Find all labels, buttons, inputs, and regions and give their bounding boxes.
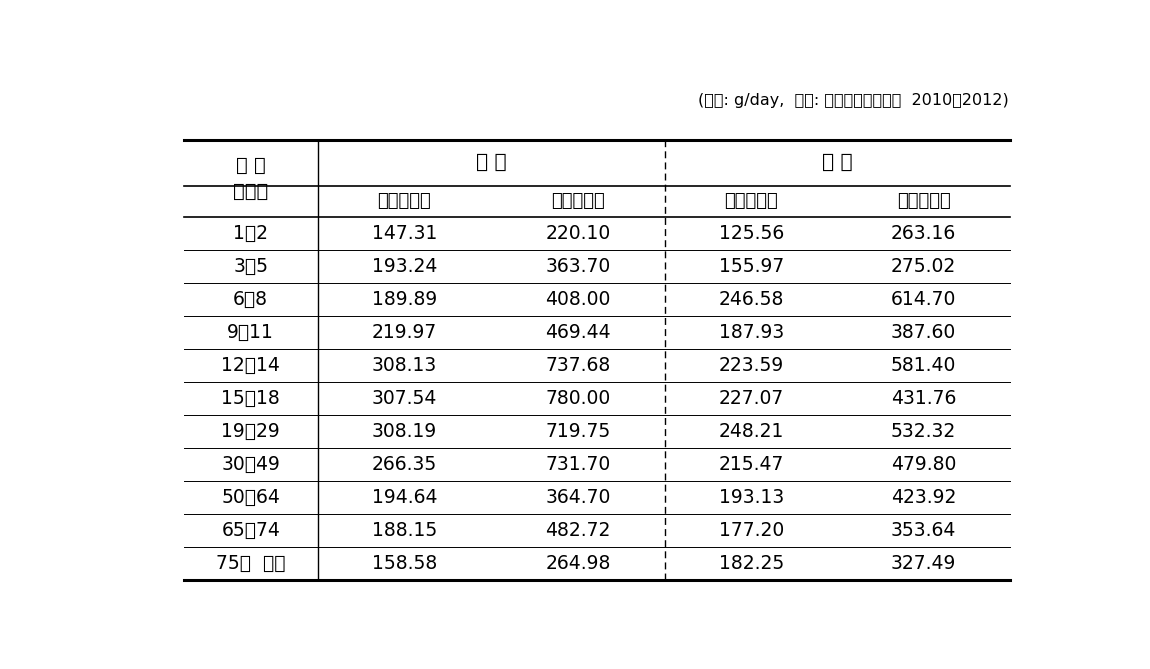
Text: 581.40: 581.40	[891, 356, 957, 375]
Text: 220.10: 220.10	[545, 224, 611, 243]
Text: 264.98: 264.98	[545, 554, 611, 573]
Text: 423.92: 423.92	[891, 488, 957, 507]
Text: 189.89: 189.89	[371, 290, 437, 309]
Text: 353.64: 353.64	[891, 521, 957, 540]
Text: 327.49: 327.49	[891, 554, 957, 573]
Text: 614.70: 614.70	[891, 290, 957, 309]
Text: 215.47: 215.47	[719, 455, 784, 474]
Text: （세）: （세）	[233, 181, 268, 201]
Text: 6～8: 6～8	[233, 290, 268, 309]
Text: 평균섭취량: 평균섭취량	[377, 192, 431, 210]
Text: 1～2: 1～2	[233, 224, 268, 243]
Text: 307.54: 307.54	[371, 389, 437, 408]
Text: 극단섭취량: 극단섭취량	[551, 192, 605, 210]
Text: 408.00: 408.00	[545, 290, 611, 309]
Text: 246.58: 246.58	[719, 290, 784, 309]
Text: 147.31: 147.31	[371, 224, 437, 243]
Text: 266.35: 266.35	[371, 455, 437, 474]
Text: 193.13: 193.13	[719, 488, 784, 507]
Text: 308.13: 308.13	[371, 356, 437, 375]
Text: 364.70: 364.70	[545, 488, 611, 507]
Text: 223.59: 223.59	[719, 356, 784, 375]
Text: 30～49: 30～49	[221, 455, 281, 474]
Text: 737.68: 737.68	[545, 356, 611, 375]
Text: 182.25: 182.25	[719, 554, 784, 573]
Text: 363.70: 363.70	[545, 257, 611, 276]
Text: 50～64: 50～64	[221, 488, 281, 507]
Text: 여 성: 여 성	[822, 153, 853, 172]
Text: (단위: g/day,  출처: 국민건강영양조사  2010～2012): (단위: g/day, 출처: 국민건강영양조사 2010～2012)	[698, 93, 1009, 108]
Text: 482.72: 482.72	[545, 521, 611, 540]
Text: 227.07: 227.07	[719, 389, 784, 408]
Text: 719.75: 719.75	[545, 422, 611, 441]
Text: 219.97: 219.97	[371, 323, 437, 342]
Text: 263.16: 263.16	[891, 224, 956, 243]
Text: 155.97: 155.97	[719, 257, 784, 276]
Text: 평균섭취량: 평균섭취량	[724, 192, 779, 210]
Text: 431.76: 431.76	[891, 389, 957, 408]
Text: 308.19: 308.19	[371, 422, 437, 441]
Text: 남 성: 남 성	[476, 153, 507, 172]
Text: 188.15: 188.15	[371, 521, 437, 540]
Text: 187.93: 187.93	[719, 323, 784, 342]
Text: 248.21: 248.21	[719, 422, 784, 441]
Text: 275.02: 275.02	[891, 257, 956, 276]
Text: 177.20: 177.20	[719, 521, 784, 540]
Text: 731.70: 731.70	[545, 455, 611, 474]
Text: 780.00: 780.00	[545, 389, 611, 408]
Text: 12～14: 12～14	[221, 356, 281, 375]
Text: 65～74: 65～74	[221, 521, 281, 540]
Text: 158.58: 158.58	[371, 554, 437, 573]
Text: 15～18: 15～18	[221, 389, 281, 408]
Text: 극단섭취량: 극단섭취량	[897, 192, 950, 210]
Text: 194.64: 194.64	[371, 488, 437, 507]
Text: 193.24: 193.24	[371, 257, 437, 276]
Text: 479.80: 479.80	[891, 455, 957, 474]
Text: 19～29: 19～29	[221, 422, 281, 441]
Text: 9～11: 9～11	[228, 323, 274, 342]
Text: 469.44: 469.44	[545, 323, 611, 342]
Text: 125.56: 125.56	[719, 224, 784, 243]
Text: 연 령: 연 령	[236, 156, 266, 175]
Text: 75세  이상: 75세 이상	[216, 554, 285, 573]
Text: 387.60: 387.60	[891, 323, 956, 342]
Text: 532.32: 532.32	[891, 422, 956, 441]
Text: 3～5: 3～5	[233, 257, 268, 276]
